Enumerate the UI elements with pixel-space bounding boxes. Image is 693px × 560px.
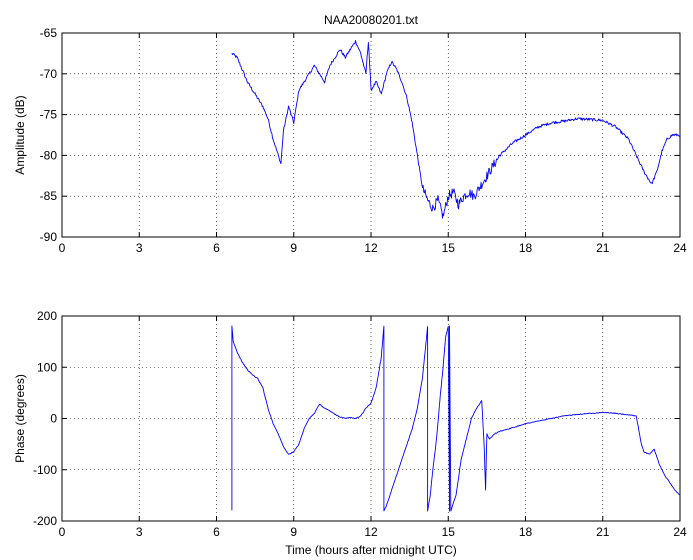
amplitude-y-tick-label: -70 bbox=[40, 67, 58, 81]
amplitude-y-axis-label: Amplitude (dB) bbox=[13, 95, 27, 174]
amplitude-y-tick-label: -75 bbox=[40, 108, 58, 122]
phase-gridlines bbox=[62, 316, 680, 521]
amplitude-y-tick-label: -80 bbox=[40, 148, 58, 162]
phase-x-axis-label: Time (hours after midnight UTC) bbox=[285, 543, 457, 557]
amplitude-x-tick-label: 18 bbox=[519, 241, 533, 255]
chart-title: NAA20080201.txt bbox=[324, 13, 419, 27]
amplitude-x-tick-label: 21 bbox=[596, 241, 610, 255]
amplitude-y-tick-label: -85 bbox=[40, 189, 58, 203]
amplitude-y-tick-label: -90 bbox=[40, 230, 58, 244]
phase-y-tick-label: -100 bbox=[33, 463, 57, 477]
phase-y-axis-label: Phase (degrees) bbox=[13, 374, 27, 463]
amplitude-plot-frame bbox=[61, 32, 681, 238]
phase-y-tick-label: -200 bbox=[33, 514, 57, 528]
amplitude-axes: 0 3 6 9 12 15 18 21 24 -90 -85 -80 -75 -70 -65 NAA200… bbox=[13, 13, 687, 255]
phase-x-tick-label: 3 bbox=[136, 525, 143, 539]
amplitude-series-group bbox=[231, 39, 681, 219]
amplitude-x-tick-label: 15 bbox=[442, 241, 456, 255]
phase-y-tick-label: 0 bbox=[50, 412, 57, 426]
amplitude-x-ticks: 0 3 6 9 12 15 18 21 24 bbox=[59, 33, 687, 255]
amplitude-y-tick-label: -65 bbox=[40, 26, 58, 40]
amplitude-x-tick-label: 12 bbox=[364, 241, 378, 255]
amplitude-x-tick-label: 0 bbox=[59, 241, 66, 255]
phase-x-tick-label: 0 bbox=[59, 525, 66, 539]
phase-x-tick-label: 6 bbox=[213, 525, 220, 539]
phase-series-line bbox=[231, 325, 681, 512]
phase-y-tick-label: 100 bbox=[37, 360, 57, 374]
amplitude-gridlines bbox=[62, 33, 680, 237]
amplitude-x-tick-label: 6 bbox=[213, 241, 220, 255]
phase-x-ticks: 0 3 6 9 12 15 18 21 24 bbox=[59, 316, 687, 539]
amplitude-x-tick-label: 24 bbox=[673, 241, 687, 255]
amplitude-series-line bbox=[231, 39, 681, 219]
amplitude-y-ticks: -90 -85 -80 -75 -70 -65 bbox=[40, 26, 680, 244]
amplitude-x-tick-label: 3 bbox=[136, 241, 143, 255]
phase-x-tick-label: 24 bbox=[673, 525, 687, 539]
phase-y-ticks: -200 -100 0 100 200 bbox=[33, 309, 680, 528]
phase-x-tick-label: 21 bbox=[596, 525, 610, 539]
amplitude-x-tick-label: 9 bbox=[290, 241, 297, 255]
phase-x-tick-label: 12 bbox=[364, 525, 378, 539]
phase-y-tick-label: 200 bbox=[37, 309, 57, 323]
phase-x-tick-label: 18 bbox=[519, 525, 533, 539]
phase-series-group bbox=[231, 325, 681, 512]
phase-axes: 0 3 6 9 12 15 18 21 24 -200 -100 0 100 200 Time (hou… bbox=[13, 309, 687, 557]
phase-x-tick-label: 15 bbox=[442, 525, 456, 539]
phase-x-tick-label: 9 bbox=[290, 525, 297, 539]
